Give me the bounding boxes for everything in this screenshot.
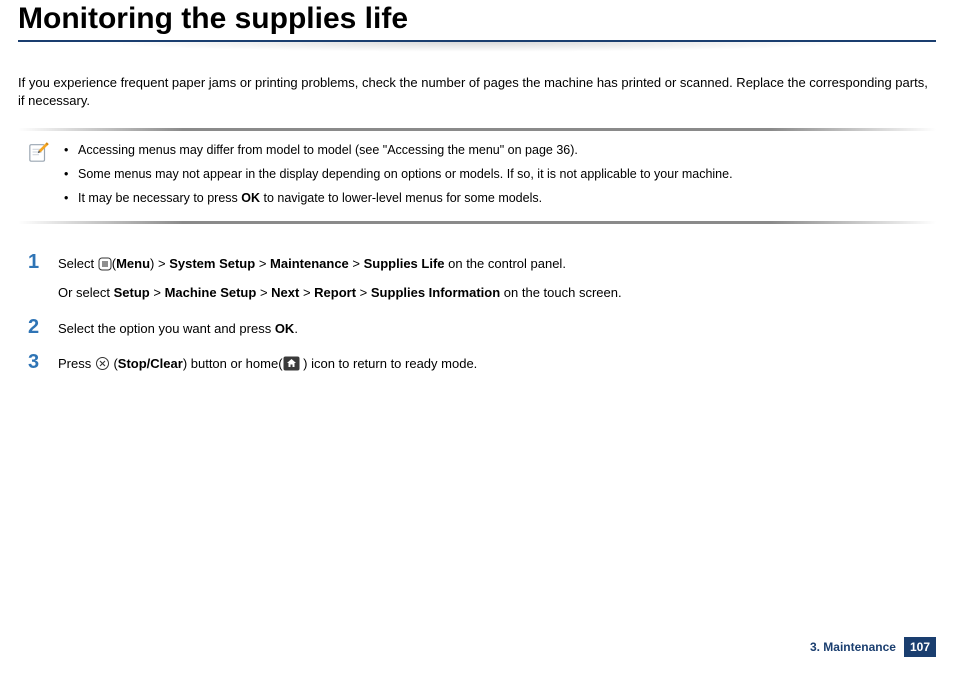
page-title: Monitoring the supplies life: [18, 2, 936, 36]
title-underline: [18, 40, 936, 46]
menu-label: Menu: [116, 256, 150, 271]
text: Press: [58, 356, 95, 371]
text: ) icon to return to ready mode.: [300, 356, 478, 371]
page-root: Monitoring the supplies life If you expe…: [0, 0, 954, 675]
text: Or select: [58, 285, 114, 300]
menu-path: System Setup: [169, 256, 255, 271]
text: .: [294, 321, 298, 336]
menu-path: Next: [271, 285, 299, 300]
note-text: Accessing menus may differ from model to…: [78, 139, 578, 163]
note-icon: [28, 141, 50, 163]
home-icon: [283, 356, 300, 371]
note-bullet: • It may be necessary to press OK to nav…: [64, 187, 733, 211]
note-list: • Accessing menus may differ from model …: [64, 139, 733, 210]
note-text: It may be necessary to press OK to navig…: [78, 187, 542, 211]
step1-line2: Or select Setup > Machine Setup > Next >…: [58, 283, 622, 303]
menu-icon: [98, 257, 112, 271]
intro-text: If you experience frequent paper jams or…: [18, 74, 936, 110]
sep: >: [255, 256, 270, 271]
footer-chapter: 3. Maintenance: [810, 640, 896, 654]
menu-path: Setup: [114, 285, 150, 300]
step-body: Press (Stop/Clear) button or home( ) ico…: [58, 352, 477, 374]
sep: >: [154, 256, 169, 271]
sep: >: [256, 285, 271, 300]
text: Select: [58, 256, 98, 271]
note-block: • Accessing menus may differ from model …: [18, 128, 936, 223]
step-2: 2 Select the option you want and press O…: [28, 317, 936, 339]
sep: >: [349, 256, 364, 271]
menu-path: Machine Setup: [165, 285, 257, 300]
menu-path: Maintenance: [270, 256, 349, 271]
note-divider-bottom: [18, 221, 936, 224]
sep: >: [150, 285, 165, 300]
bullet-dot: •: [64, 163, 78, 187]
note-text-suffix: to navigate to lower-level menus for som…: [260, 191, 542, 205]
step-body: Select the option you want and press OK.: [58, 317, 298, 339]
menu-path: Supplies Life: [364, 256, 445, 271]
steps: 1 Select (Menu) > System Setup > Mainten…: [18, 252, 936, 374]
note-text-bold: OK: [241, 191, 260, 205]
step-number: 2: [28, 317, 58, 339]
text: ) button or home(: [183, 356, 283, 371]
step-3: 3 Press (Stop/Clear) button or home( ) i…: [28, 352, 936, 374]
text: (: [110, 356, 118, 371]
step-number: 1: [28, 252, 58, 303]
step-1: 1 Select (Menu) > System Setup > Mainten…: [28, 252, 936, 303]
step1-line1: Select (Menu) > System Setup > Maintenan…: [58, 254, 622, 274]
note-bullet: • Accessing menus may differ from model …: [64, 139, 733, 163]
stop-clear-label: Stop/Clear: [118, 356, 183, 371]
ok-label: OK: [275, 321, 295, 336]
footer-page-number: 107: [904, 637, 936, 657]
text: on the control panel.: [445, 256, 566, 271]
text: on the touch screen.: [500, 285, 621, 300]
step-number: 3: [28, 352, 58, 374]
note-bullet: • Some menus may not appear in the displ…: [64, 163, 733, 187]
sep: >: [356, 285, 371, 300]
title-area: Monitoring the supplies life: [18, 0, 936, 46]
stop-clear-icon: [95, 356, 110, 371]
sep: >: [299, 285, 314, 300]
bullet-dot: •: [64, 139, 78, 163]
bullet-dot: •: [64, 187, 78, 211]
note-text-prefix: It may be necessary to press: [78, 191, 241, 205]
text: Select the option you want and press: [58, 321, 275, 336]
step-body: Select (Menu) > System Setup > Maintenan…: [58, 252, 622, 303]
footer: 3. Maintenance 107: [810, 637, 936, 657]
menu-path: Supplies Information: [371, 285, 500, 300]
menu-path: Report: [314, 285, 356, 300]
note-text: Some menus may not appear in the display…: [78, 163, 733, 187]
